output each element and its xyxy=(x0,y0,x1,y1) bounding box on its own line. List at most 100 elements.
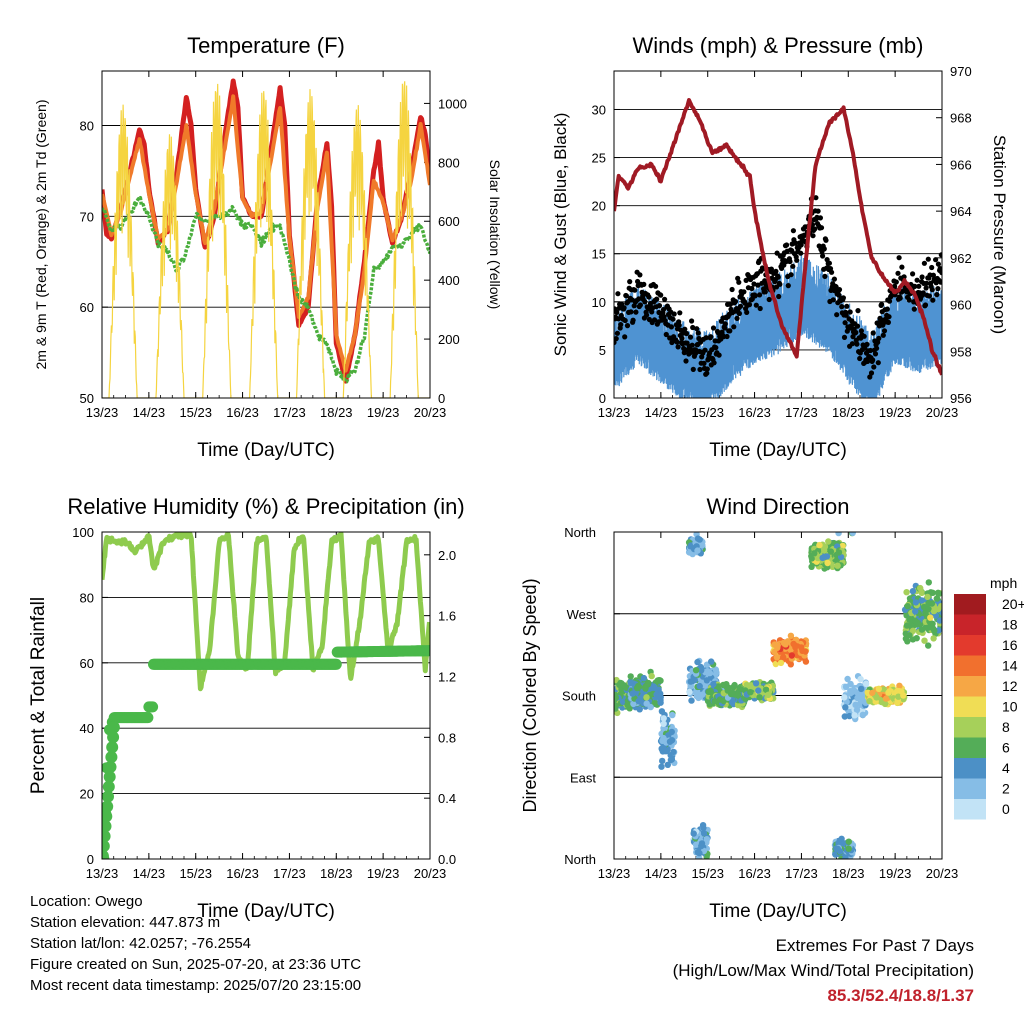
direction-point xyxy=(849,532,856,536)
gust-point xyxy=(701,360,707,366)
direction-point xyxy=(667,756,675,764)
gust-point xyxy=(683,358,689,364)
gust-point xyxy=(929,264,935,271)
gust-point xyxy=(923,285,929,291)
gust-point xyxy=(784,242,790,248)
solar-day-trace xyxy=(383,81,430,398)
gust-point xyxy=(922,302,929,308)
direction-point xyxy=(924,593,931,601)
legend-title: mph xyxy=(990,575,1017,591)
gust-point xyxy=(694,326,700,332)
gust-point xyxy=(822,273,828,279)
x-tick-label: 19/23 xyxy=(879,405,912,420)
y2-axis-label: Station Pressure (Maroon) xyxy=(990,135,1009,334)
direction-point xyxy=(927,589,934,596)
gust-point xyxy=(729,286,735,293)
direction-point xyxy=(925,642,932,649)
direction-point xyxy=(835,549,843,556)
gust-point xyxy=(849,341,856,347)
direction-point xyxy=(703,677,710,684)
gust-point xyxy=(757,292,763,298)
direction-point xyxy=(885,689,892,696)
direction-point xyxy=(692,667,700,674)
gust-point xyxy=(735,275,741,281)
series-line xyxy=(102,195,430,384)
direction-point xyxy=(658,763,665,770)
direction-point xyxy=(825,538,832,545)
legend-swatch xyxy=(954,799,986,820)
gust-point xyxy=(676,322,682,328)
direction-point xyxy=(851,687,858,695)
solar-day-trace xyxy=(242,91,289,398)
direction-point xyxy=(835,532,842,537)
direction-point xyxy=(706,669,714,677)
gust-point xyxy=(854,341,860,347)
plot-area xyxy=(102,532,430,859)
y-tick-label: North xyxy=(564,525,596,540)
direction-point xyxy=(930,625,937,632)
y-tick-label: 15 xyxy=(592,247,606,262)
legend-label: 4 xyxy=(1002,760,1010,776)
gust-point xyxy=(912,283,918,289)
y-axis-label: 2m & 9m T (Red, Orange) & 2m Td (Green) xyxy=(33,100,49,370)
chart-title: Relative Humidity (%) & Precipitation (i… xyxy=(67,494,464,519)
gust-point xyxy=(840,295,847,301)
direction-point xyxy=(841,713,848,720)
direction-point xyxy=(687,682,694,690)
x-tick-label: 17/23 xyxy=(273,866,306,881)
direction-point xyxy=(696,536,703,543)
direction-point xyxy=(668,728,675,736)
legend-label: 16 xyxy=(1002,637,1018,653)
precip-point xyxy=(102,810,113,823)
direction-point xyxy=(708,658,715,665)
direction-point xyxy=(917,584,924,592)
precip-point xyxy=(142,712,154,724)
gust-point xyxy=(853,329,859,336)
direction-point xyxy=(662,748,669,755)
gust-point xyxy=(741,289,747,295)
gust-point xyxy=(734,315,740,321)
direction-point xyxy=(636,706,643,713)
direction-point xyxy=(774,642,781,649)
gust-point xyxy=(636,296,642,302)
gust-point xyxy=(793,240,799,246)
gust-point xyxy=(870,357,876,363)
gust-point xyxy=(790,263,796,269)
y2-tick-label: 600 xyxy=(438,214,460,229)
legend-swatch xyxy=(954,717,986,738)
direction-point xyxy=(700,830,708,837)
direction-point xyxy=(762,686,770,693)
x-axis-label: Time (Day/UTC) xyxy=(197,901,335,922)
direction-point xyxy=(842,683,850,690)
series-wind-direction xyxy=(614,532,942,859)
gust-point xyxy=(628,309,634,315)
station-elevation: Station elevation: 447.873 m xyxy=(30,914,221,931)
gust-point xyxy=(879,301,885,307)
gust-point xyxy=(727,301,734,307)
gust-point xyxy=(794,257,800,263)
gust-point xyxy=(644,312,650,318)
gust-point xyxy=(753,302,759,308)
y-tick-label: 80 xyxy=(80,119,94,134)
gust-point xyxy=(727,328,733,334)
gust-point xyxy=(881,328,888,334)
gust-point xyxy=(937,266,942,272)
direction-point xyxy=(688,697,695,704)
station-location: Location: Owego xyxy=(30,893,143,910)
series-t9m xyxy=(102,94,430,373)
direction-point xyxy=(875,685,882,692)
gust-point xyxy=(681,345,687,352)
gust-point xyxy=(834,312,840,318)
x-tick-label: 13/23 xyxy=(598,866,631,881)
gust-point xyxy=(749,285,755,292)
gust-point xyxy=(654,296,660,302)
gust-point xyxy=(679,335,685,341)
gust-point xyxy=(895,270,901,276)
gust-point xyxy=(899,264,905,270)
gust-point xyxy=(641,281,647,287)
extremes-value: 85.3/52.4/18.8/1.37 xyxy=(827,986,974,1005)
direction-point xyxy=(666,738,674,745)
gust-point xyxy=(865,358,871,364)
x-tick-label: 14/23 xyxy=(133,866,166,881)
precip-point xyxy=(102,820,112,833)
